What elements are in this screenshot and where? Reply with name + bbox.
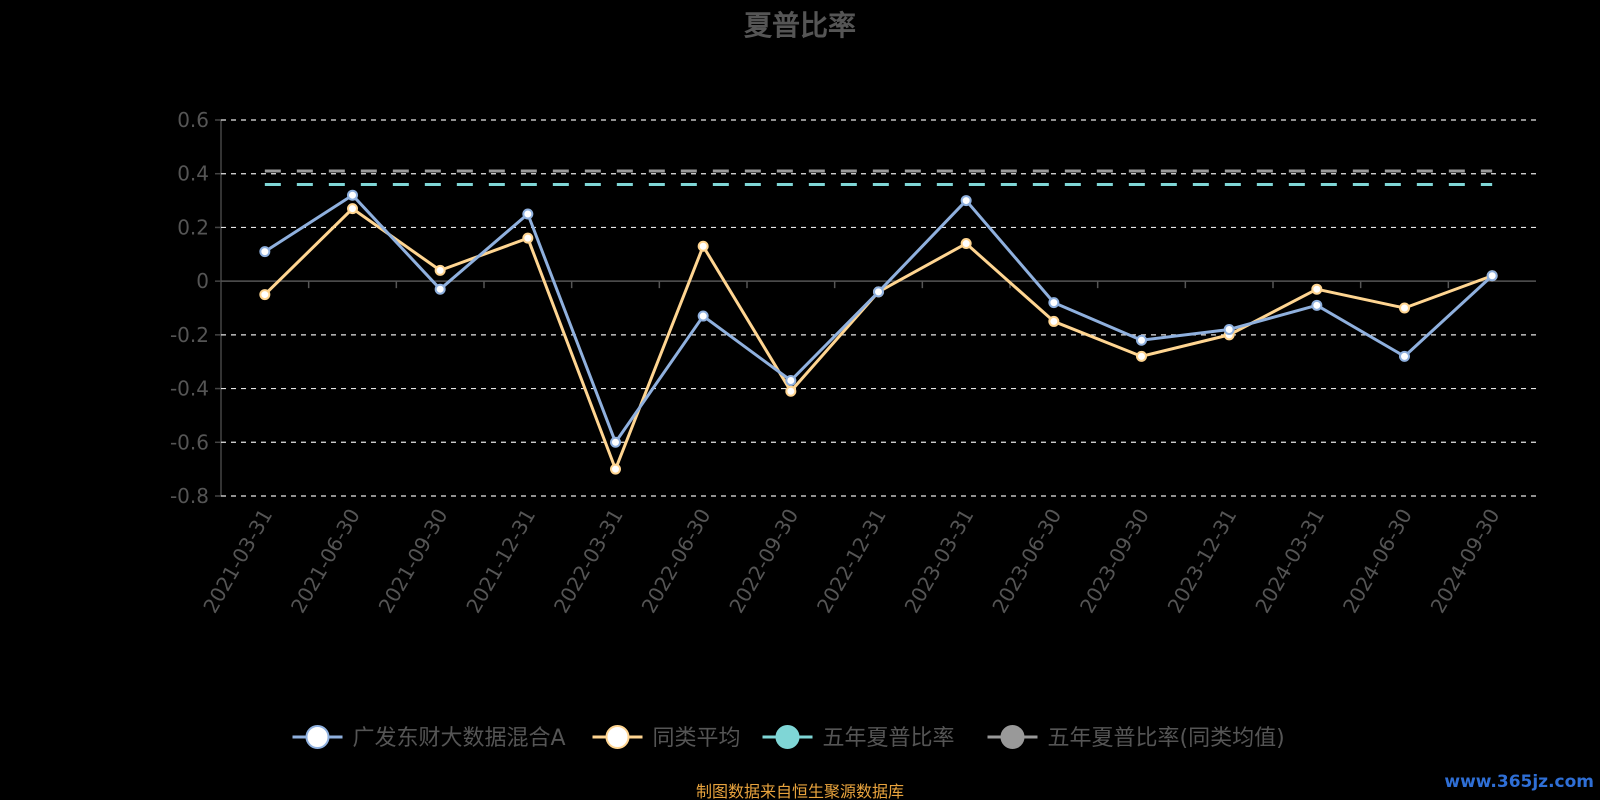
data-point-s1-13[interactable] <box>1399 302 1410 314</box>
legend-item-1[interactable]: 同类平均 <box>592 725 741 751</box>
legend-marker <box>605 725 630 749</box>
data-point-s1-2[interactable] <box>434 264 446 276</box>
series-line-1 <box>263 207 1493 471</box>
data-point-s1-5[interactable] <box>697 240 709 252</box>
data-point-s0-7[interactable] <box>873 286 884 298</box>
data-source-note: 制图数据来自恒生聚源数据库 <box>695 782 904 800</box>
data-point-s1-1[interactable] <box>347 203 358 215</box>
x-tick-label: 2023-09-30 <box>1075 505 1154 618</box>
series-line-0 <box>264 193 1494 444</box>
y-tick-label: -0.4 <box>170 377 209 401</box>
data-point-s0-5[interactable] <box>697 310 709 322</box>
x-tick-label: 2024-06-30 <box>1338 505 1417 618</box>
x-tick-label: 2022-06-30 <box>637 505 716 618</box>
x-tick-label: 2023-03-31 <box>900 505 979 618</box>
data-point-s1-4[interactable] <box>610 463 621 475</box>
x-tick-label: 2022-09-30 <box>724 505 803 618</box>
data-point-s0-10[interactable] <box>1136 334 1147 346</box>
legend-marker <box>305 725 330 749</box>
data-point-s0-9[interactable] <box>1048 297 1060 309</box>
y-tick-label: -0.6 <box>170 430 209 454</box>
data-point-s1-10[interactable] <box>1136 350 1147 362</box>
y-tick-label: 0 <box>196 269 209 293</box>
y-tick-label: -0.8 <box>170 484 209 508</box>
y-tick-label: 0.6 <box>177 108 209 132</box>
x-tick-label: 2021-09-30 <box>374 504 453 617</box>
data-point-s1-12[interactable] <box>1311 283 1323 295</box>
legend-item-3[interactable]: 五年夏普比率(同类均值) <box>987 725 1285 751</box>
x-tick-label: 2021-12-31 <box>461 505 540 618</box>
x-tick-label: 2021-03-31 <box>198 505 277 618</box>
x-tick-label: 2022-03-31 <box>549 505 628 618</box>
y-tick-label: 0.2 <box>177 215 209 239</box>
chart-title: 夏普比率 <box>743 9 856 42</box>
y-tick-label: -0.2 <box>170 323 209 347</box>
y-tick-label: 0.4 <box>177 162 209 186</box>
legend-label: 同类平均 <box>653 726 741 751</box>
legend-label: 五年夏普比率 <box>823 726 955 751</box>
x-tick-label: 2022-12-31 <box>812 505 891 618</box>
data-point-s0-1[interactable] <box>347 189 358 201</box>
x-tick-label: 2023-06-30 <box>987 505 1066 618</box>
x-tick-label: 2021-06-30 <box>286 505 365 618</box>
data-point-s1-0[interactable] <box>259 289 271 301</box>
legend-label: 五年夏普比率(同类均值) <box>1048 726 1285 751</box>
data-point-s0-4[interactable] <box>610 436 621 448</box>
legend-marker <box>1000 725 1025 749</box>
data-point-s0-2[interactable] <box>434 283 446 295</box>
data-point-s1-3[interactable] <box>522 232 534 244</box>
legend-label: 广发东财大数据混合A <box>353 726 566 751</box>
data-point-s1-9[interactable] <box>1048 315 1060 327</box>
data-point-s0-6[interactable] <box>785 375 797 387</box>
data-point-s0-0[interactable] <box>259 246 271 258</box>
legend-item-2[interactable]: 五年夏普比率 <box>762 725 955 751</box>
data-point-s1-6[interactable] <box>785 385 797 397</box>
x-tick-label: 2024-09-30 <box>1426 505 1505 618</box>
data-point-s0-3[interactable] <box>522 208 534 220</box>
watermark-text: www.365jz.com <box>1444 772 1594 792</box>
data-point-s0-12[interactable] <box>1311 299 1323 311</box>
data-point-s0-13[interactable] <box>1399 350 1410 362</box>
data-point-s1-8[interactable] <box>960 238 972 250</box>
data-point-s0-11[interactable] <box>1223 323 1235 335</box>
data-point-s0-8[interactable] <box>960 195 972 207</box>
legend-marker <box>775 725 800 749</box>
x-tick-label: 2024-03-31 <box>1250 505 1329 618</box>
data-point-s0-14[interactable] <box>1486 270 1498 282</box>
legend-item-0[interactable]: 广发东财大数据混合A <box>292 725 566 751</box>
x-tick-label: 2023-12-31 <box>1163 505 1242 618</box>
